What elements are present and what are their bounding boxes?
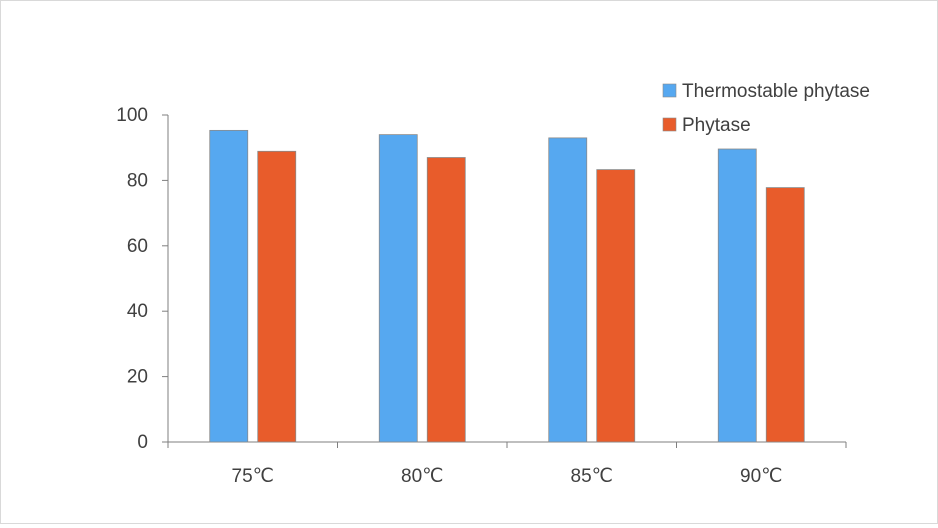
legend: Thermostable phytase Phytase xyxy=(662,81,870,136)
y-tick-label: 80 xyxy=(127,170,148,191)
y-tick-label: 20 xyxy=(127,367,148,388)
bars-group xyxy=(209,129,805,443)
x-tick-label: 90℃ xyxy=(740,466,782,487)
bar-thermostable-phytase xyxy=(717,148,757,443)
legend-label: Thermostable phytase xyxy=(682,81,870,102)
bar-thermostable-phytase xyxy=(548,137,588,443)
x-tick-label: 85℃ xyxy=(571,466,613,487)
bar-thermostable-phytase xyxy=(378,134,418,443)
legend-label: Phytase xyxy=(682,115,751,136)
bar-thermostable-phytase xyxy=(209,129,249,443)
legend-swatch xyxy=(662,117,677,132)
y-tick-label: 0 xyxy=(137,432,148,453)
bar-phytase xyxy=(596,169,636,443)
y-tick-label: 60 xyxy=(127,236,148,257)
bar-phytase xyxy=(765,187,805,443)
bar-phytase xyxy=(257,150,297,443)
legend-swatch xyxy=(662,83,677,98)
y-tick-label: 40 xyxy=(127,301,148,322)
bar-phytase xyxy=(426,157,466,443)
y-tick-label: 100 xyxy=(116,105,148,126)
x-axis-ticks: 75℃ 80℃ 85℃ 90℃ xyxy=(167,442,847,487)
x-tick-label: 80℃ xyxy=(401,466,443,487)
y-axis-ticks: 0 20 40 60 80 100 xyxy=(116,105,168,453)
x-tick-label: 75℃ xyxy=(232,466,274,487)
